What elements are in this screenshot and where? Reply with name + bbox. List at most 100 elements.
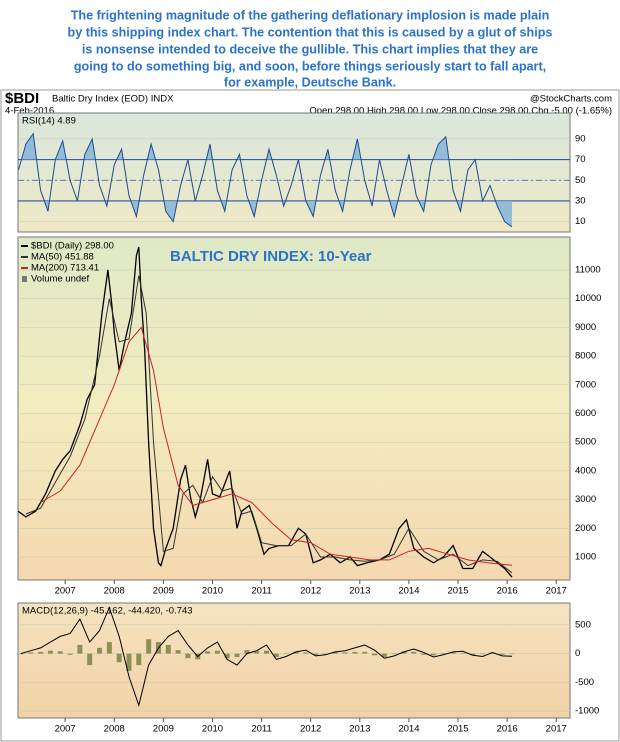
histogram-bar [401,651,407,654]
x-tick-label: 2010 [202,586,223,597]
histogram-bar [244,650,250,654]
histogram-bar [116,653,122,663]
panel [17,602,571,719]
histogram-bar [205,651,211,654]
histogram-bar [97,647,103,654]
histogram-bar [47,650,53,654]
histogram-bar [254,651,260,654]
y-tick-label: 50 [575,175,586,186]
x-tick-label: 2015 [447,724,468,735]
y-tick-label: 0 [575,648,580,659]
x-tick-label: 2007 [55,586,76,597]
histogram-bar [362,651,368,654]
histogram-bar [381,653,387,658]
date: 4-Feb-2016 [5,106,54,117]
panel-title: RSI(14) 4.89 [22,116,76,127]
histogram-bar [126,653,132,671]
quote: Open 298.00 High 298.00 Low 298.00 Close… [309,106,612,117]
histogram-bar [499,653,505,655]
histogram-bar [470,653,476,656]
source: @StockCharts.com [530,94,612,105]
histogram-bar [283,653,289,655]
histogram-bar [224,653,230,659]
panel-title: MACD(12,26,9) -45.162, -44.420, -0.743 [22,606,193,617]
x-tick-label: 2009 [153,724,174,735]
x-tick-label: 2014 [398,724,419,735]
x-tick-label: 2014 [398,586,419,597]
caption: going to do something big, and soon, bef… [74,59,546,73]
histogram-bar [372,653,378,656]
x-tick-label: 2012 [300,586,321,597]
series-line [20,606,513,708]
histogram-bar [263,650,269,654]
y-tick-label: -1000 [575,706,599,717]
x-tick-label: 2015 [447,586,468,597]
caption: by this shipping index chart. The conten… [68,25,553,39]
x-tick-label: 2011 [251,586,271,597]
histogram-bar [106,642,112,654]
histogram-bar [57,651,63,654]
series-line [17,246,513,578]
series-line [40,326,513,566]
y-tick-label: 3000 [575,494,596,505]
y-tick-label: 9000 [575,322,596,333]
legend-label: $BDI (Daily) 298.00 [31,241,114,252]
y-tick-label: 5000 [575,437,596,448]
histogram-bar [165,644,171,654]
x-tick-label: 2017 [546,724,567,735]
histogram-bar [342,652,348,654]
histogram-bar [18,653,24,655]
caption: for example, Deutsche Bank. [224,75,396,89]
histogram-bar [440,653,446,654]
histogram-bar [450,652,456,654]
histogram-bar [136,653,142,666]
x-tick-label: 2007 [55,724,76,735]
histogram-bar [509,653,515,655]
histogram-bar [38,651,44,654]
legend-label: MA(200) 713.41 [31,263,99,274]
histogram-bar [28,652,34,654]
histogram-bar [352,651,358,654]
series-line [18,132,513,228]
x-tick-label: 2011 [251,724,271,735]
histogram-bar [175,650,181,654]
histogram-bar [480,653,486,655]
caption: The frightening magnitude of the gatheri… [71,8,550,22]
caption: is nonsense intended to deceive the gull… [82,42,538,56]
legend-swatch [22,276,27,282]
y-tick-label: 6000 [575,408,596,419]
y-tick-label: 70 [575,154,586,165]
histogram-bar [303,652,309,654]
histogram-bar [77,644,83,654]
histogram-bar [67,653,73,655]
y-tick-label: 11000 [575,265,601,276]
y-tick-label: 10000 [575,293,601,304]
y-tick-label: 7000 [575,379,596,390]
y-tick-label: 2000 [575,523,596,534]
x-tick-label: 2017 [546,586,567,597]
histogram-bar [391,653,397,655]
symbol: $BDI [5,90,39,107]
legend-label: MA(50) 451.88 [31,252,94,263]
histogram-bar [87,653,93,666]
y-tick-label: 90 [575,133,586,144]
y-tick-label: 500 [575,619,591,630]
index-name: Baltic Dry Index (EOD) INDX [52,94,174,105]
x-tick-label: 2008 [104,724,125,735]
histogram-bar [430,653,436,656]
histogram-bar [214,650,220,654]
x-tick-label: 2010 [202,724,223,735]
histogram-bar [322,653,328,655]
histogram-bar [421,653,427,655]
extreme-fill [21,133,449,160]
histogram-bar [332,651,338,654]
y-tick-label: 10 [575,216,586,227]
histogram-bar [234,653,240,658]
x-tick-label: 2012 [300,724,321,735]
x-tick-label: 2016 [497,724,518,735]
histogram-bar [293,651,299,654]
x-tick-label: 2013 [349,586,370,597]
histogram-bar [273,653,279,658]
y-tick-label: -500 [575,677,594,688]
